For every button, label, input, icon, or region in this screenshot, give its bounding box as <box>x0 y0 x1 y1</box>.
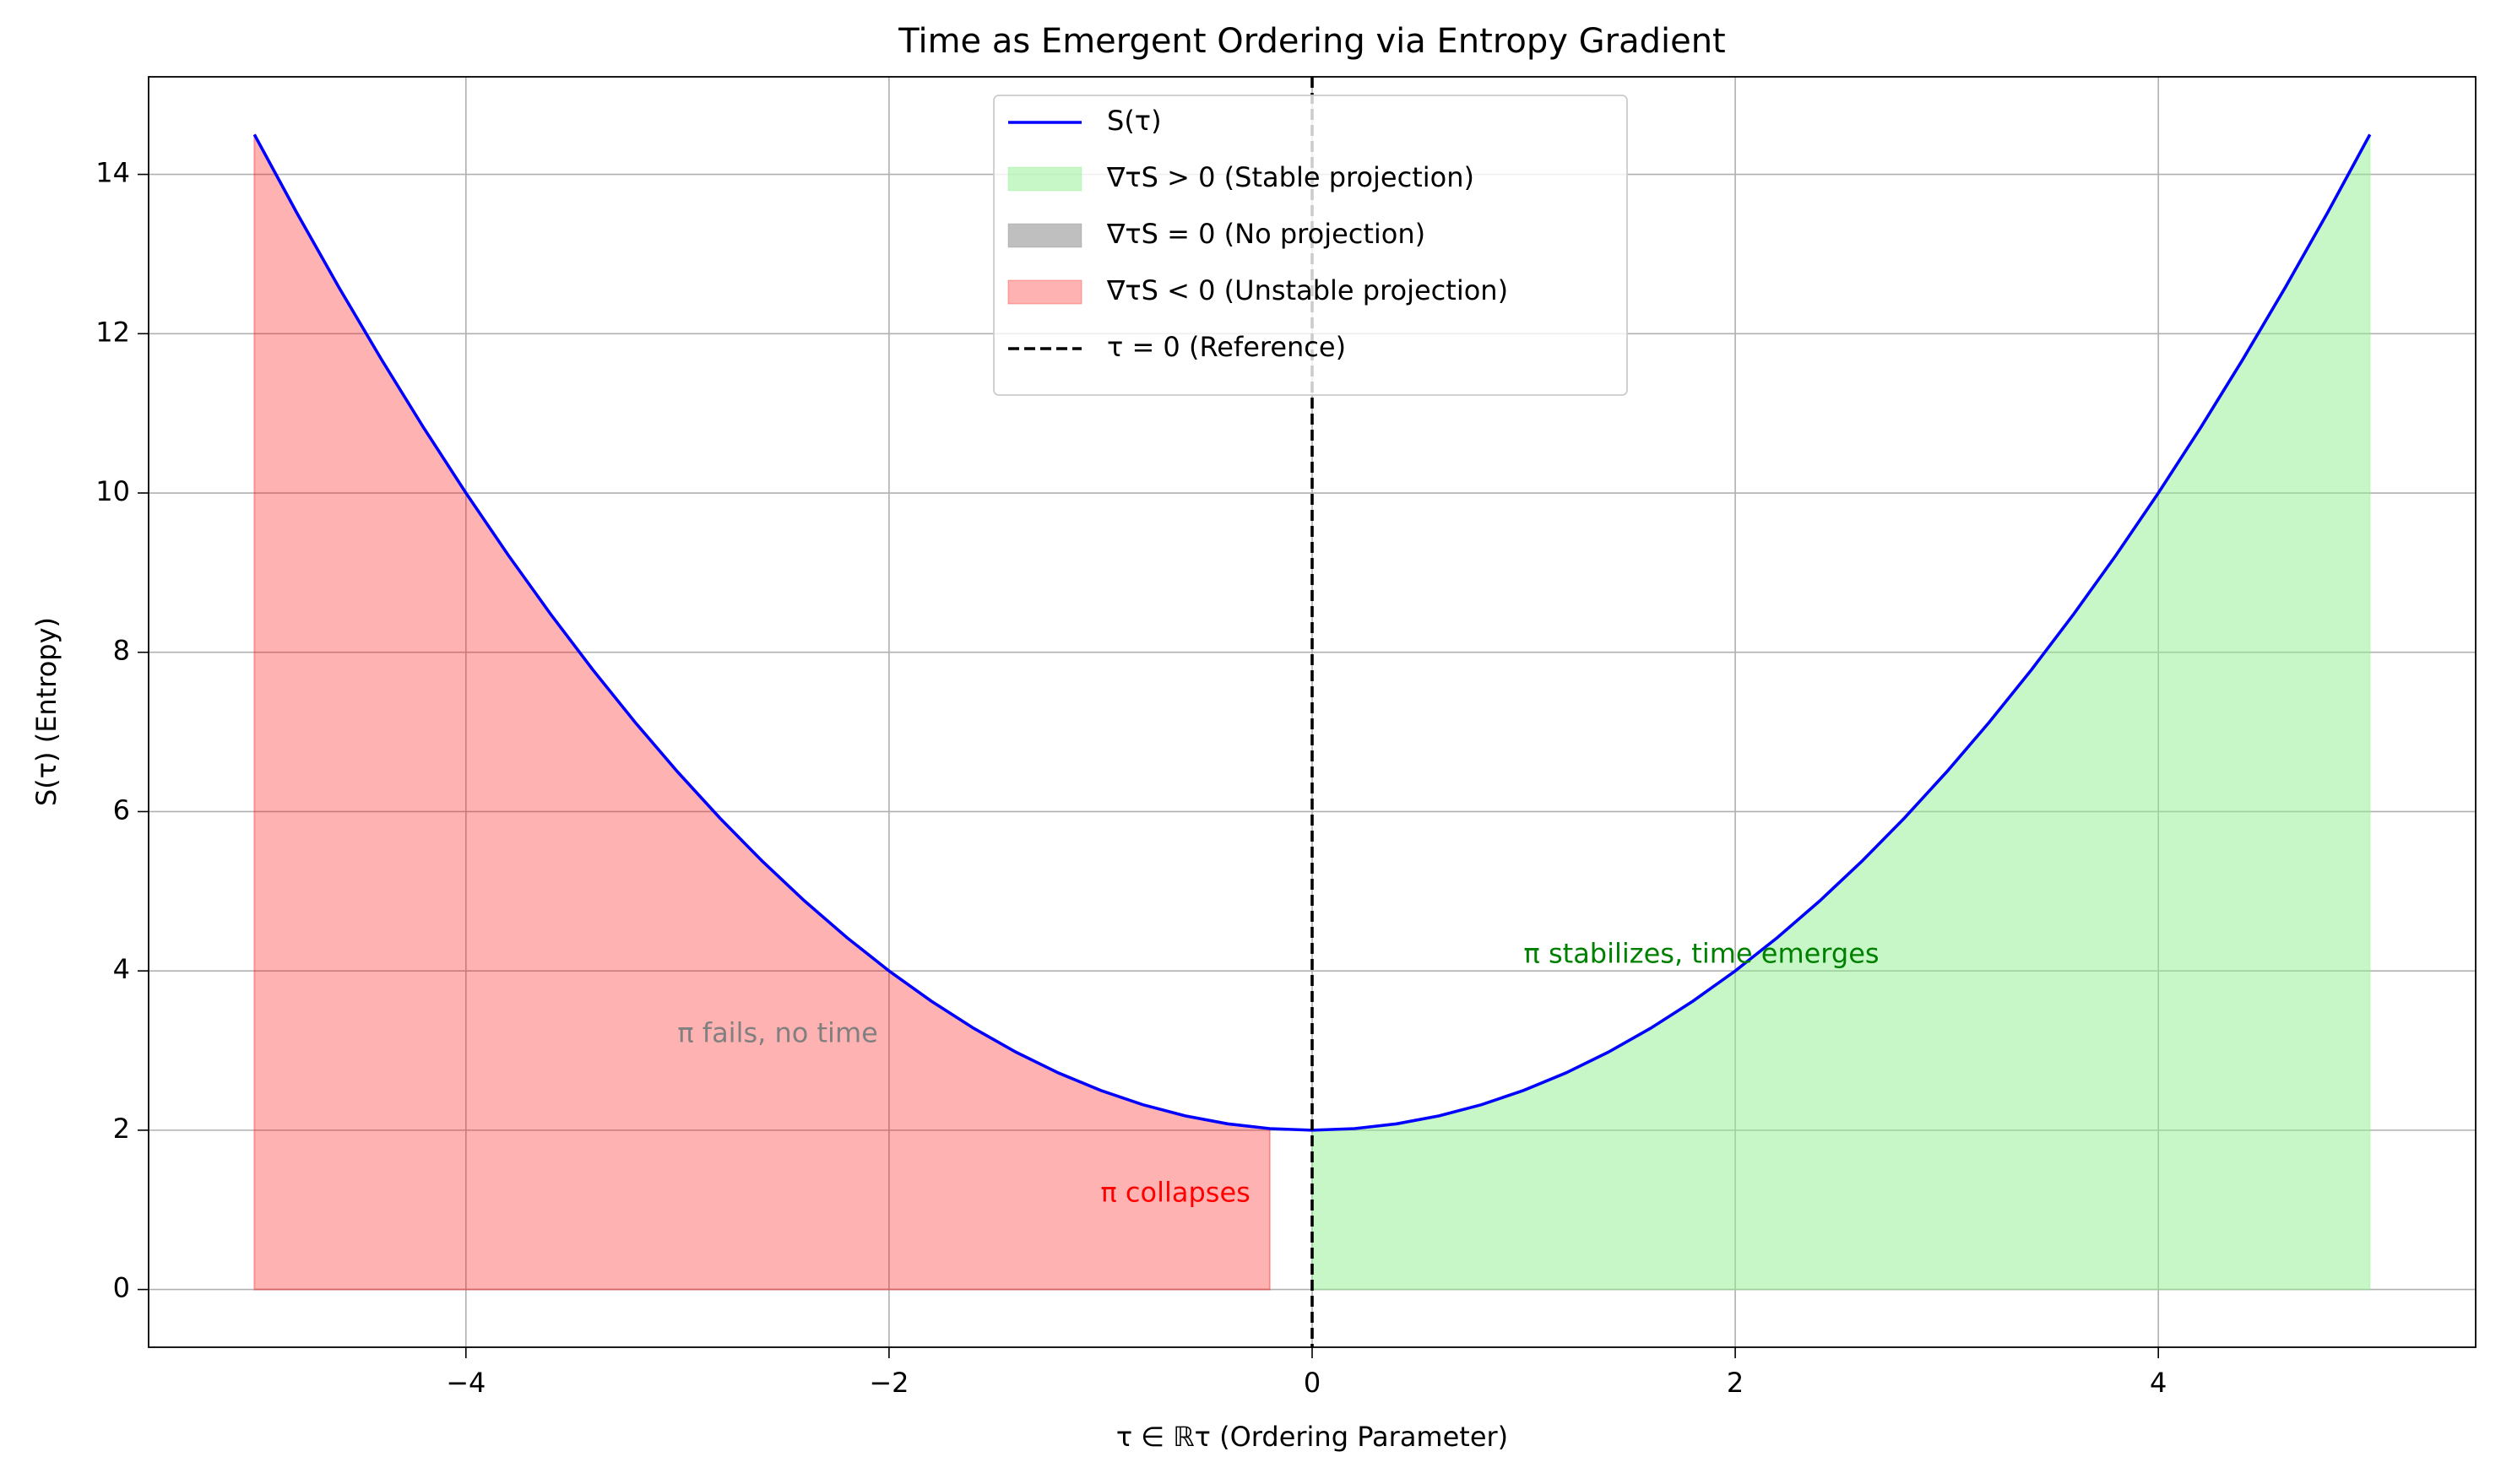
legend-label: S(τ) <box>1107 105 1162 137</box>
plot-frame <box>148 76 2477 1348</box>
x-tick-label: 0 <box>1304 1367 1321 1399</box>
annotation: π stabilizes, time emerges <box>1524 937 1880 969</box>
x-tick-label: −2 <box>869 1367 909 1399</box>
y-tick-label: 2 <box>113 1113 130 1145</box>
legend-swatch <box>1007 166 1082 192</box>
legend-box <box>993 95 1628 396</box>
annotation: π collapses <box>1100 1176 1250 1208</box>
legend-label: ∇τS < 0 (Unstable projection) <box>1106 274 1508 306</box>
legend-swatch <box>1007 223 1082 248</box>
y-tick-label: 12 <box>95 316 130 348</box>
annotation: π fails, no time <box>677 1017 877 1049</box>
y-tick-label: 0 <box>113 1272 130 1304</box>
x-axis-label: τ ∈ ℝτ (Ordering Parameter) <box>1116 1421 1508 1453</box>
y-tick-label: 14 <box>95 157 130 189</box>
x-tick-label: 4 <box>2150 1367 2167 1399</box>
legend-swatch <box>1007 279 1082 305</box>
y-axis-label: S(τ) (Entropy) <box>30 617 62 806</box>
x-tick-label: 2 <box>1727 1367 1744 1399</box>
y-tick-label: 10 <box>95 475 130 507</box>
y-tick-label: 8 <box>113 635 130 667</box>
y-tick-label: 4 <box>113 953 130 985</box>
y-tick-label: 6 <box>113 793 130 826</box>
x-tick-label: −4 <box>446 1367 486 1399</box>
legend-label: ∇τS > 0 (Stable projection) <box>1106 161 1474 193</box>
legend-label: τ = 0 (Reference) <box>1107 331 1346 363</box>
chart-title: Time as Emergent Ordering via Entropy Gr… <box>898 22 1726 61</box>
legend-label: ∇τS = 0 (No projection) <box>1106 218 1425 250</box>
